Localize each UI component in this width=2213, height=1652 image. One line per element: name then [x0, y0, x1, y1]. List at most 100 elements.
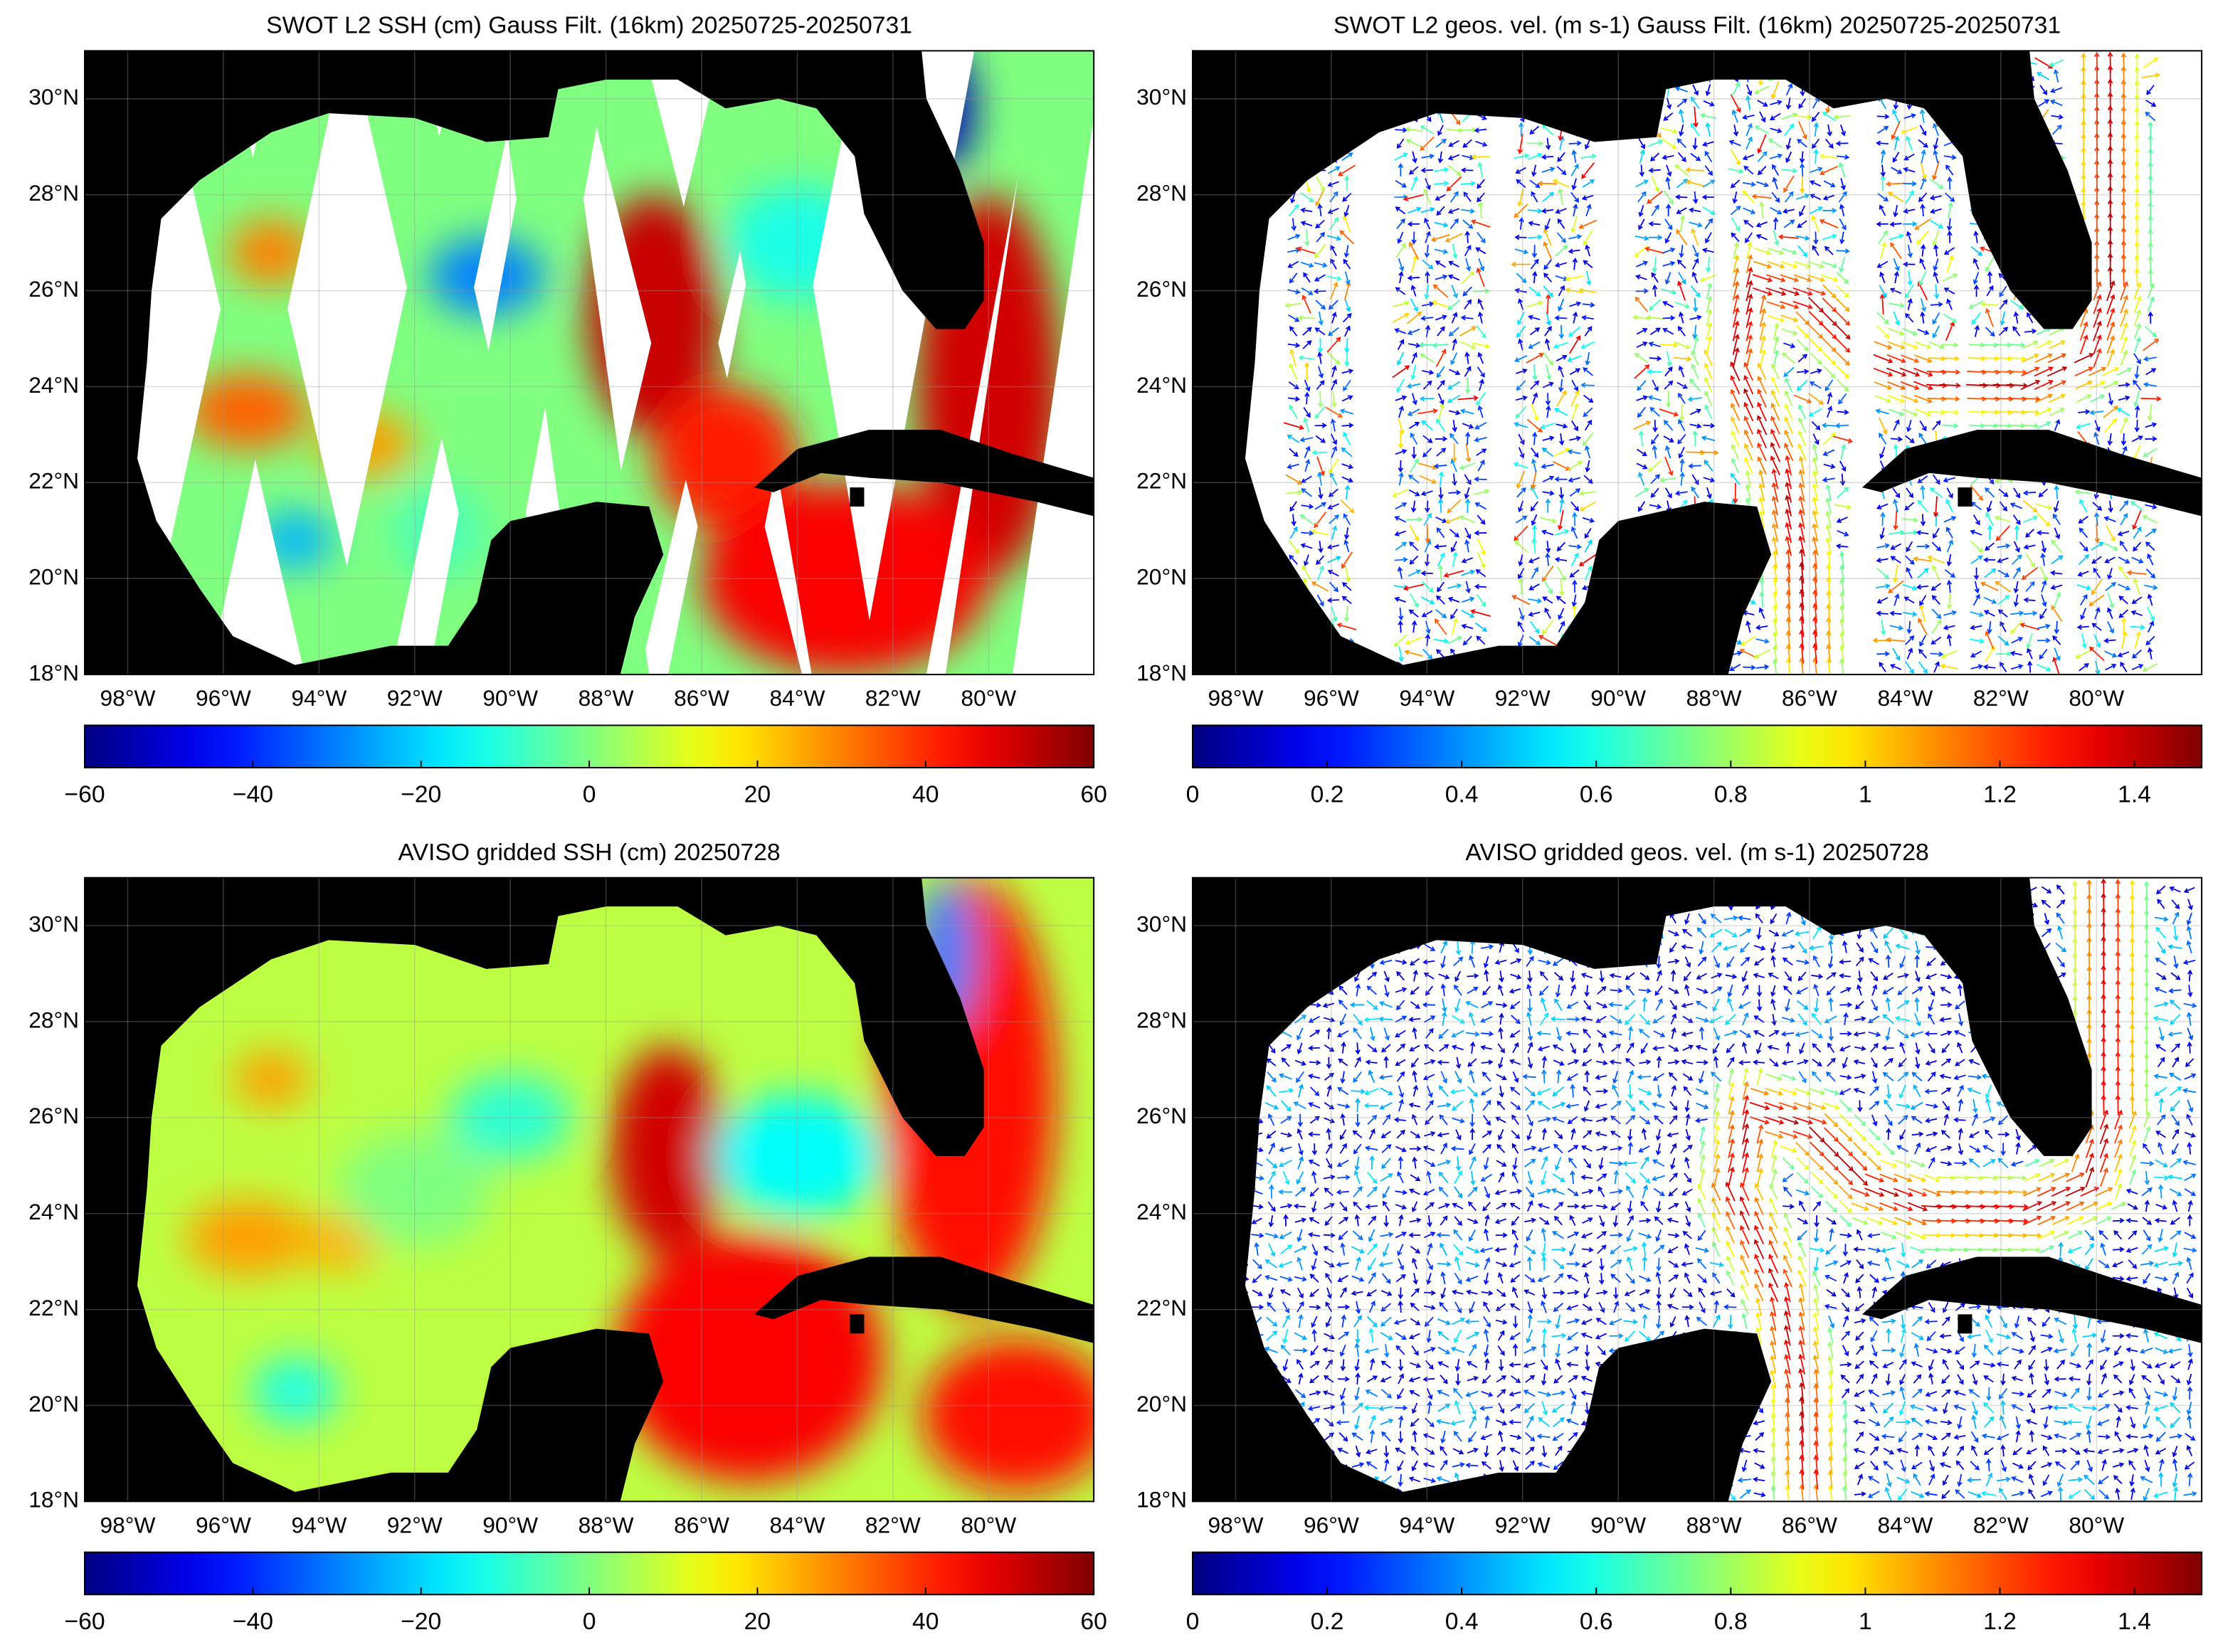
arrow	[1523, 1158, 1536, 1167]
map-frame	[84, 50, 1095, 676]
arrow	[1541, 1055, 1548, 1069]
arrow	[1698, 1071, 1705, 1084]
arrow	[1494, 1190, 1506, 1195]
arrow	[1539, 1012, 1549, 1026]
x-tick-label: 98°W	[1208, 685, 1264, 711]
arrow	[1380, 1316, 1392, 1327]
arrow	[1785, 481, 1792, 503]
x-tick-label: 92°W	[387, 1512, 443, 1537]
arrow	[1871, 1114, 1878, 1127]
arrow	[1310, 1345, 1319, 1356]
arrow	[1583, 367, 1593, 376]
arrow	[1552, 1173, 1565, 1182]
arrow	[1773, 230, 1780, 246]
arrow	[1652, 1159, 1665, 1167]
arrow	[1596, 1231, 1607, 1239]
arrow	[1329, 191, 1338, 203]
arrow	[1696, 973, 1707, 980]
arrow	[1303, 407, 1311, 418]
arrow	[1556, 1069, 1562, 1084]
arrow	[1329, 281, 1338, 300]
arrow	[1543, 272, 1553, 282]
arrow	[1920, 485, 1926, 499]
arrow	[1585, 203, 1592, 217]
arrow	[1926, 1103, 1939, 1109]
arrow	[1755, 638, 1770, 644]
arrow	[1568, 1157, 1578, 1169]
arrow	[1422, 369, 1435, 375]
arrow	[1770, 100, 1782, 105]
arrow	[1792, 300, 1813, 309]
arrow	[1467, 1218, 1479, 1224]
arrow	[1798, 482, 1805, 502]
arrow	[1900, 381, 1920, 391]
arrow	[1494, 1218, 1507, 1224]
arrow	[1331, 312, 1337, 324]
arrow	[1652, 379, 1659, 392]
arrow	[1568, 234, 1583, 240]
arrow	[1294, 1332, 1308, 1340]
arrow	[1499, 1086, 1504, 1098]
arrow	[1853, 1448, 1866, 1454]
arrow	[1890, 436, 1903, 443]
arrow	[1710, 1071, 1722, 1082]
arrow	[1744, 457, 1753, 475]
arrow	[1540, 517, 1557, 524]
arrow	[1957, 1416, 1963, 1429]
arrow	[1351, 1290, 1363, 1296]
arrow	[1745, 280, 1753, 302]
arrow	[1652, 1015, 1665, 1024]
arrow	[2131, 556, 2144, 563]
arrow	[1409, 1188, 1420, 1195]
arrow	[2034, 366, 2054, 377]
arrow	[1835, 297, 1850, 312]
arrow	[1508, 1419, 1521, 1425]
arrow	[1484, 1415, 1490, 1429]
arrow	[1941, 342, 1959, 348]
arrow	[1811, 973, 1824, 980]
arrow	[1649, 356, 1662, 361]
arrow	[1459, 408, 1474, 415]
arrow	[1509, 1391, 1521, 1397]
arrow	[1552, 1044, 1564, 1052]
arrow	[2126, 570, 2147, 576]
arrow	[1784, 416, 1793, 434]
arrow	[1288, 203, 1299, 217]
arrow	[1580, 1117, 1593, 1123]
arrow	[1753, 260, 1773, 269]
arrow	[1338, 985, 1348, 995]
arrow	[1667, 1303, 1679, 1311]
arrow	[1555, 1343, 1561, 1358]
arrow	[1612, 1084, 1620, 1098]
arrow	[1827, 955, 1834, 969]
arrow	[2145, 100, 2157, 107]
arrow	[1682, 928, 1693, 937]
arrow	[1647, 139, 1664, 147]
arrow	[1448, 260, 1459, 268]
arrow	[1545, 137, 1551, 150]
arrow	[1712, 998, 1720, 1012]
arrow	[1341, 152, 1353, 162]
arrow	[1482, 1375, 1491, 1384]
colorbar-tick-label: −60	[64, 781, 105, 808]
arrow	[1771, 522, 1778, 542]
arrow	[1379, 959, 1393, 965]
arrow	[1876, 568, 1890, 580]
arrow	[1696, 927, 1707, 938]
arrow	[2052, 513, 2061, 525]
arrow	[1655, 1143, 1662, 1156]
arrow	[1913, 556, 1932, 562]
arrow	[1654, 985, 1663, 996]
arrow	[1509, 1202, 1521, 1210]
arrow	[1440, 1430, 1446, 1444]
arrow	[2038, 99, 2050, 107]
arrow	[1456, 1057, 1462, 1069]
arrow	[1278, 1189, 1293, 1195]
arrow	[1554, 476, 1568, 482]
arrow	[1583, 1086, 1591, 1096]
arrow	[1997, 609, 2008, 618]
arrow	[1558, 487, 1565, 499]
arrow	[1798, 521, 1805, 543]
arrow	[1421, 581, 1434, 593]
arrow	[1763, 1116, 1785, 1125]
